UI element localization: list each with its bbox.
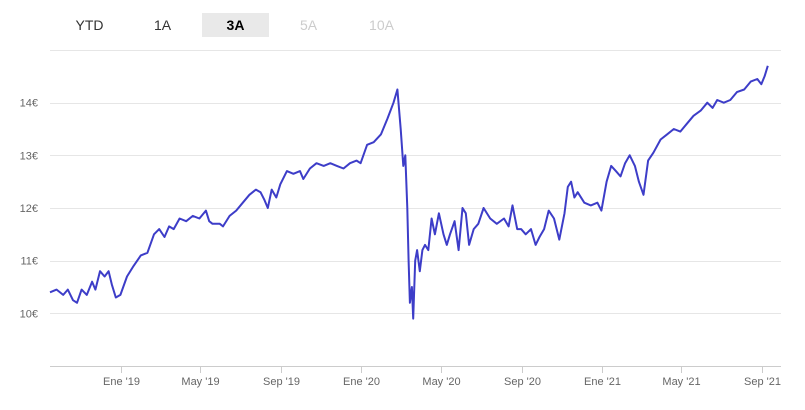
range-button-3a[interactable]: 3A	[202, 13, 269, 37]
y-tick-label: 14€	[20, 98, 38, 110]
x-tick-label: Sep '19	[263, 376, 300, 388]
y-tick-label: 10€	[20, 308, 38, 320]
y-tick-label: 11€	[20, 256, 38, 268]
x-tick-label: Sep '20	[504, 376, 541, 388]
x-tick-label: Ene '20	[343, 376, 380, 388]
x-tick-label: Ene '19	[103, 376, 140, 388]
x-tick-label: Ene '21	[584, 376, 621, 388]
range-button-1a[interactable]: 1A	[153, 17, 172, 33]
y-tick-label: 13€	[20, 150, 38, 162]
x-tick-label: Sep '21	[744, 376, 781, 388]
range-button-ytd[interactable]: YTD	[75, 17, 104, 33]
series-line	[49, 65, 769, 320]
x-tick-label: May '21	[662, 376, 700, 388]
range-button-5a: 5A	[299, 17, 318, 33]
x-tick-label: May '20	[422, 376, 460, 388]
y-tick-label: 12€	[20, 203, 38, 215]
range-button-10a: 10A	[369, 17, 394, 33]
range-selector: YTD 1A 3A 5A 10A	[56, 13, 421, 37]
x-tick-label: May '19	[181, 376, 219, 388]
